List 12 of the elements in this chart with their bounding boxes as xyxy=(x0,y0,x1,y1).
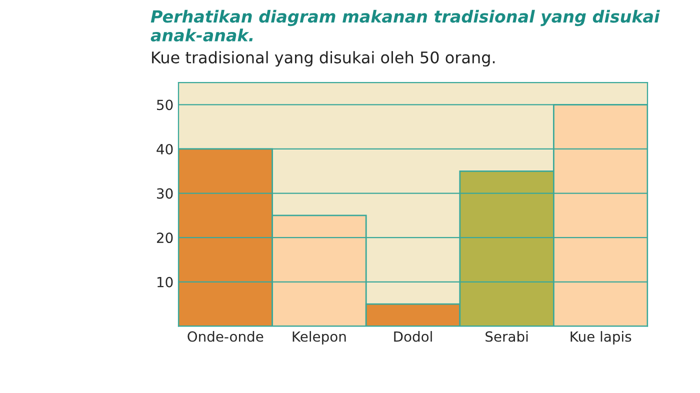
x-tick-label: Dodol xyxy=(394,331,432,342)
y-tick-label: 30 xyxy=(157,188,173,199)
chart-subtitle: Kue tradisional yang disukai oleh 50 orang. xyxy=(152,51,495,67)
x-tick-label: Kue lapis xyxy=(570,331,632,344)
x-tick-label: Onde-onde xyxy=(188,331,264,342)
y-tick-label: 10 xyxy=(157,276,173,288)
chart-title: Perhatikan diagram makanan tradisional yang disukai anak-anak. xyxy=(150,10,660,42)
y-tick-label: 20 xyxy=(156,232,173,244)
x-tick-label: Serabi xyxy=(486,331,528,342)
y-tick-label: 40 xyxy=(156,144,173,154)
x-tick-label: Kelepon xyxy=(292,331,346,344)
y-tick-label: 50 xyxy=(157,100,173,110)
